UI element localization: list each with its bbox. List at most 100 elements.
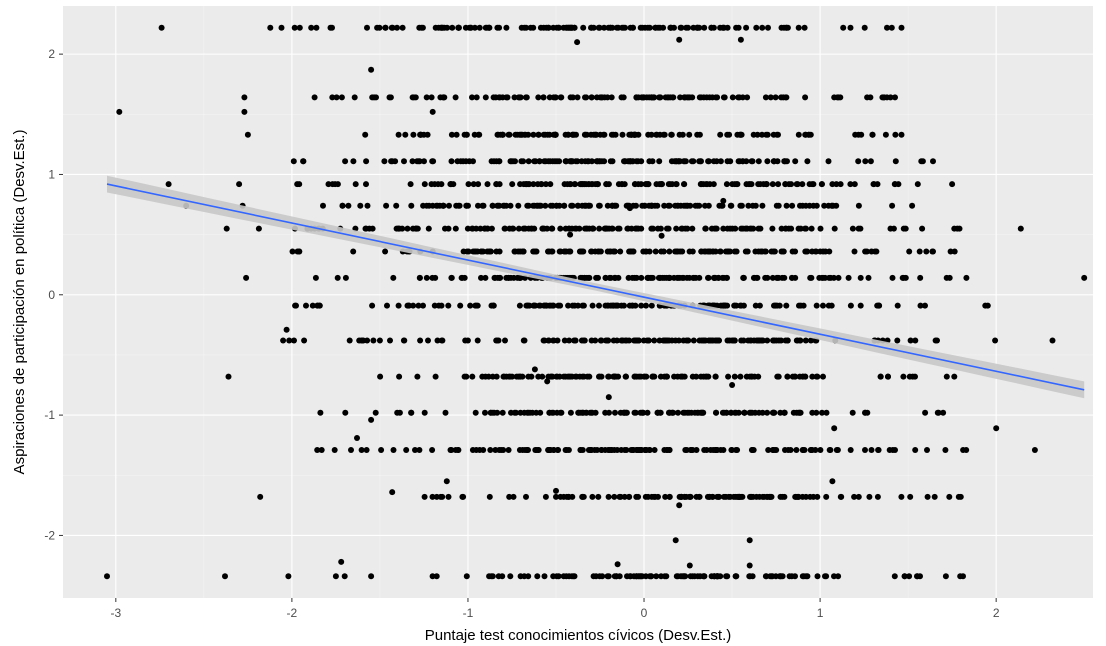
data-point [786, 181, 792, 188]
data-point [720, 225, 727, 232]
data-point [942, 447, 949, 453]
data-point [775, 131, 781, 138]
data-point [556, 248, 563, 255]
data-point [956, 225, 963, 232]
data-point [765, 24, 771, 31]
data-point [311, 94, 318, 101]
data-point [735, 493, 742, 500]
data-point [895, 181, 902, 188]
data-point [438, 24, 445, 31]
data-point [757, 181, 764, 188]
data-point [473, 94, 480, 101]
data-point [813, 248, 820, 255]
data-point [674, 202, 681, 209]
data-point [550, 24, 557, 31]
data-point [640, 409, 647, 416]
data-point [533, 409, 540, 416]
data-point [421, 158, 427, 165]
data-point [429, 108, 436, 115]
data-point [432, 373, 439, 380]
data-point [351, 94, 358, 101]
data-point [549, 225, 556, 232]
data-point [447, 447, 454, 453]
data-point [363, 158, 370, 165]
data-point [325, 181, 332, 188]
data-point [602, 274, 609, 281]
data-point [500, 202, 507, 209]
data-point [586, 225, 593, 232]
data-point [717, 158, 724, 165]
data-point [408, 409, 415, 416]
data-point [464, 225, 471, 232]
data-point [679, 373, 686, 380]
data-point [764, 131, 771, 138]
data-point [376, 337, 383, 344]
data-point [706, 493, 713, 500]
data-point [809, 373, 816, 380]
data-point [409, 158, 416, 165]
data-point [702, 337, 709, 344]
data-point [934, 409, 941, 416]
data-point [446, 202, 452, 209]
data-point [223, 225, 230, 232]
data-point [661, 573, 668, 580]
data-point [917, 302, 924, 309]
data-point [316, 302, 323, 309]
data-point [784, 373, 791, 380]
data-point [762, 94, 769, 101]
data-point [452, 225, 459, 232]
data-point [614, 447, 621, 453]
data-point [738, 131, 745, 138]
data-point [506, 131, 513, 138]
data-point [540, 337, 547, 344]
data-point [593, 131, 600, 138]
data-point [613, 573, 620, 580]
data-point [574, 94, 581, 101]
data-point [544, 378, 551, 385]
data-point [538, 181, 545, 188]
data-point [792, 573, 798, 580]
data-point [428, 94, 435, 101]
data-point [612, 409, 618, 416]
data-point [588, 337, 595, 344]
data-point [963, 447, 970, 453]
data-point [879, 94, 886, 101]
data-point [567, 248, 574, 255]
data-point [471, 24, 478, 31]
data-point [725, 373, 732, 380]
data-point [257, 493, 264, 500]
data-point [395, 225, 402, 232]
data-point [707, 447, 714, 453]
data-point [889, 274, 896, 281]
data-point [932, 337, 939, 344]
data-point [464, 337, 471, 344]
data-point [810, 493, 817, 500]
data-point [922, 302, 928, 309]
data-point [676, 502, 683, 509]
data-point [350, 248, 357, 255]
data-point [569, 302, 576, 309]
data-point [607, 274, 614, 281]
data-point [795, 24, 802, 31]
data-point [291, 337, 297, 344]
data-point [869, 131, 876, 138]
data-point [463, 202, 470, 209]
data-point [371, 94, 378, 101]
data-point [818, 181, 825, 188]
data-point [851, 248, 858, 255]
data-point [521, 573, 528, 580]
data-point [553, 493, 559, 500]
data-point [946, 493, 953, 500]
data-point [520, 158, 527, 165]
data-point [630, 573, 637, 580]
data-point [733, 24, 740, 31]
data-point [404, 302, 411, 309]
data-point [931, 493, 938, 500]
data-point [550, 302, 557, 309]
data-point [947, 248, 954, 255]
data-point [348, 447, 354, 453]
data-point [301, 337, 308, 344]
data-point [737, 373, 744, 380]
data-point [702, 225, 709, 232]
data-point [429, 274, 436, 281]
